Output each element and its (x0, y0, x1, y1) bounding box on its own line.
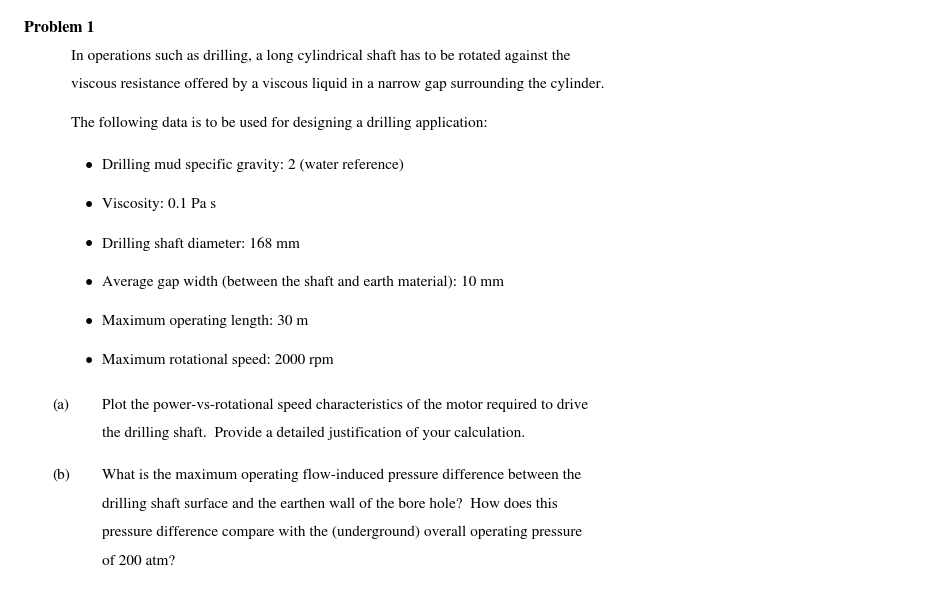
Text: drilling shaft surface and the earthen wall of the bore hole?  How does this: drilling shaft surface and the earthen w… (102, 497, 558, 511)
Text: Viscosity: 0.1 Pa s: Viscosity: 0.1 Pa s (102, 198, 217, 211)
Text: (b): (b) (52, 469, 70, 482)
Text: •: • (85, 354, 93, 368)
Text: Drilling mud specific gravity: 2 (water reference): Drilling mud specific gravity: 2 (water … (102, 159, 404, 172)
Text: Problem 1: Problem 1 (24, 21, 95, 35)
Text: •: • (85, 315, 93, 329)
Text: •: • (85, 198, 93, 211)
Text: the drilling shaft.  Provide a detailed justification of your calculation.: the drilling shaft. Provide a detailed j… (102, 427, 525, 440)
Text: •: • (85, 276, 93, 289)
Text: pressure difference compare with the (underground) overall operating pressure: pressure difference compare with the (un… (102, 526, 583, 539)
Text: of 200 atm?: of 200 atm? (102, 554, 175, 568)
Text: In operations such as drilling, a long cylindrical shaft has to be rotated again: In operations such as drilling, a long c… (71, 49, 570, 63)
Text: •: • (85, 159, 93, 172)
Text: Plot the power-vs-rotational speed characteristics of the motor required to driv: Plot the power-vs-rotational speed chara… (102, 398, 588, 412)
Text: Average gap width (between the shaft and earth material): 10 mm: Average gap width (between the shaft and… (102, 276, 504, 289)
Text: Drilling shaft diameter: 168 mm: Drilling shaft diameter: 168 mm (102, 237, 300, 250)
Text: (a): (a) (52, 398, 69, 412)
Text: What is the maximum operating flow-induced pressure difference between the: What is the maximum operating flow-induc… (102, 469, 582, 482)
Text: •: • (85, 237, 93, 250)
Text: Maximum rotational speed: 2000 rpm: Maximum rotational speed: 2000 rpm (102, 354, 334, 368)
Text: viscous resistance offered by a viscous liquid in a narrow gap surrounding the c: viscous resistance offered by a viscous … (71, 78, 604, 91)
Text: Maximum operating length: 30 m: Maximum operating length: 30 m (102, 315, 308, 329)
Text: The following data is to be used for designing a drilling application:: The following data is to be used for des… (71, 117, 488, 130)
